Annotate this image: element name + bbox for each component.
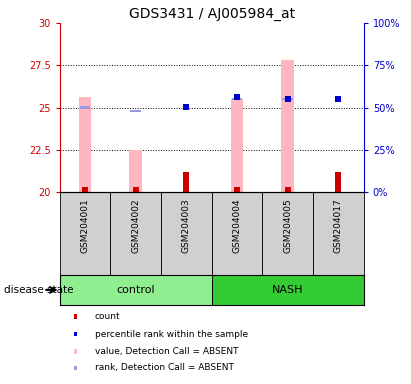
Bar	[80, 106, 90, 109]
Text: GSM204003: GSM204003	[182, 199, 191, 253]
Bar	[212, 192, 262, 275]
Bar	[110, 192, 161, 275]
Point	[284, 96, 291, 102]
Bar	[231, 99, 243, 192]
Text: GSM204004: GSM204004	[233, 199, 242, 253]
Bar	[183, 172, 189, 192]
Point	[234, 93, 240, 99]
Bar	[79, 96, 91, 192]
Bar	[285, 187, 291, 192]
Point	[183, 104, 189, 110]
Bar	[129, 150, 142, 192]
Bar	[133, 187, 139, 192]
Bar	[60, 192, 110, 275]
Bar	[130, 110, 141, 112]
Text: count: count	[95, 312, 120, 321]
Point	[335, 96, 342, 102]
Bar	[212, 275, 364, 305]
Text: value, Detection Call = ABSENT: value, Detection Call = ABSENT	[95, 347, 238, 356]
Text: GSM204002: GSM204002	[131, 199, 140, 253]
Text: rank, Detection Call = ABSENT: rank, Detection Call = ABSENT	[95, 363, 233, 372]
Bar	[262, 192, 313, 275]
Bar	[335, 172, 342, 192]
Bar	[234, 187, 240, 192]
Text: disease state: disease state	[4, 285, 74, 295]
Bar	[82, 187, 88, 192]
Bar	[313, 192, 364, 275]
Bar	[60, 275, 212, 305]
Text: GSM204005: GSM204005	[283, 199, 292, 253]
Text: GSM204001: GSM204001	[81, 199, 90, 253]
Text: percentile rank within the sample: percentile rank within the sample	[95, 329, 248, 339]
Bar	[232, 98, 242, 100]
Text: GSM204017: GSM204017	[334, 199, 343, 253]
Bar	[282, 60, 294, 192]
Bar	[161, 192, 212, 275]
Bar	[282, 98, 293, 100]
Text: control: control	[116, 285, 155, 295]
Title: GDS3431 / AJ005984_at: GDS3431 / AJ005984_at	[129, 7, 295, 21]
Text: NASH: NASH	[272, 285, 303, 295]
